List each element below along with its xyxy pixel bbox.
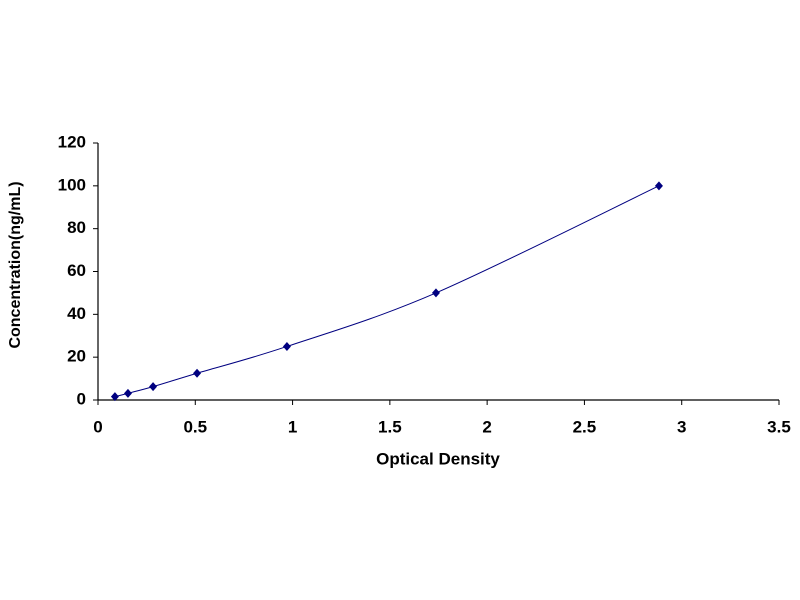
y-tick-label: 120 bbox=[58, 132, 86, 151]
data-point bbox=[110, 392, 119, 402]
data-point bbox=[193, 368, 202, 378]
y-tick-label: 100 bbox=[58, 175, 86, 194]
x-tick-label: 2 bbox=[482, 417, 491, 436]
data-point bbox=[123, 388, 132, 398]
x-tick-label: 1.5 bbox=[378, 417, 402, 436]
data-point bbox=[149, 382, 158, 392]
data-point bbox=[282, 341, 291, 351]
x-tick-label: 2.5 bbox=[573, 417, 597, 436]
x-axis-title: Optical Density bbox=[376, 449, 500, 468]
x-tick-label: 1 bbox=[288, 417, 297, 436]
x-tick-label: 3 bbox=[677, 417, 686, 436]
y-tick-label: 20 bbox=[67, 347, 86, 366]
y-tick-label: 0 bbox=[77, 389, 86, 408]
fit-line bbox=[114, 185, 660, 398]
x-tick-label: 0 bbox=[93, 417, 102, 436]
y-axis-title: Concentration(ng/mL) bbox=[7, 181, 24, 348]
x-tick-label: 0.5 bbox=[183, 417, 207, 436]
x-tick-label: 3.5 bbox=[767, 417, 791, 436]
y-tick-label: 60 bbox=[67, 261, 86, 280]
y-tick-label: 40 bbox=[67, 304, 86, 323]
data-point bbox=[654, 181, 663, 191]
data-point bbox=[431, 288, 440, 298]
y-tick-label: 80 bbox=[67, 218, 86, 237]
